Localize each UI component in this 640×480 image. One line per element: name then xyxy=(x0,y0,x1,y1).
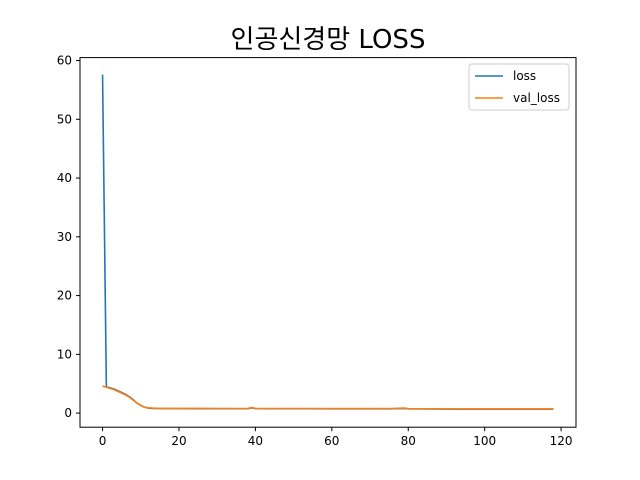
y-tick-label: 50 xyxy=(57,112,72,126)
x-tick-label: 20 xyxy=(171,434,186,448)
y-tick-label: 60 xyxy=(57,54,72,68)
series-layer xyxy=(101,74,554,411)
legend: loss val_loss xyxy=(468,63,570,111)
x-tick-label: 100 xyxy=(473,434,496,448)
y-axis-ticks: 0 10 20 30 40 50 60 xyxy=(57,54,80,420)
x-tick-label: 80 xyxy=(401,434,416,448)
x-tick-label: 0 xyxy=(99,434,107,448)
y-tick-label: 40 xyxy=(57,171,72,185)
legend-label-val_loss: val_loss xyxy=(513,91,560,105)
x-tick-label: 120 xyxy=(550,434,573,448)
series-line-val_loss xyxy=(102,385,554,410)
y-tick-label: 30 xyxy=(57,230,72,244)
y-tick-label: 20 xyxy=(57,289,72,303)
chart-title: 인공신경망 LOSS xyxy=(231,25,426,55)
legend-label-loss: loss xyxy=(513,69,536,83)
series-line-loss xyxy=(101,74,554,411)
axes-frame xyxy=(79,57,577,428)
y-tick-label: 0 xyxy=(64,406,72,420)
x-tick-label: 60 xyxy=(324,434,339,448)
x-axis-ticks: 0 20 40 60 80 100 120 xyxy=(99,427,573,448)
y-tick-label: 10 xyxy=(57,347,72,361)
x-tick-label: 40 xyxy=(248,434,263,448)
